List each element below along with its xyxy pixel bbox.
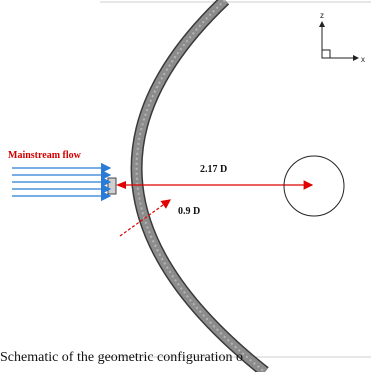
hole-marker <box>107 177 117 195</box>
curved-wall-fill <box>132 0 268 372</box>
x-axis-label: x <box>361 55 365 64</box>
center-distance-label: 2.17 D <box>200 164 227 175</box>
mainstream-flow-label: Mainstream flow <box>8 150 82 161</box>
target-circle <box>283 155 345 217</box>
z-axis-label: z <box>320 11 324 20</box>
center-distance-arrow-left <box>116 181 126 189</box>
axes-corner-box <box>321 49 331 59</box>
wall-distance-line <box>119 199 171 237</box>
axes-icon <box>319 21 359 61</box>
wall-distance-label: 0.9 D <box>178 206 200 217</box>
mainstream-flow-arrows <box>12 162 112 202</box>
figure-caption: Schematic of the geometric configuration… <box>0 350 243 365</box>
